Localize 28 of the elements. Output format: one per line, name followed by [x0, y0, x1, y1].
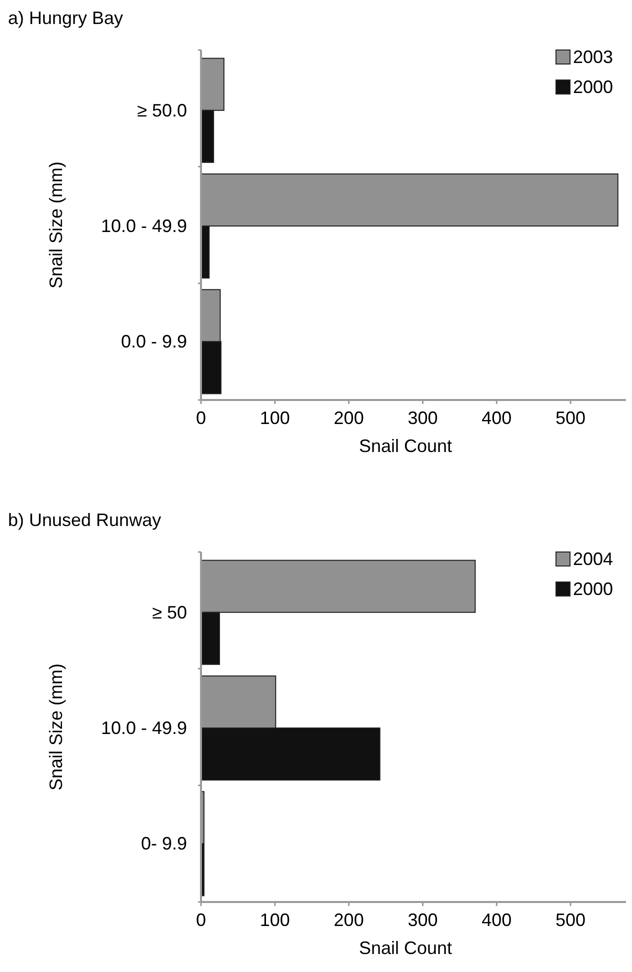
x-tick-label: 200: [334, 910, 364, 930]
y-axis-title: Snail Size (mm): [46, 161, 66, 289]
x-tick-label: 400: [482, 408, 512, 428]
y-tick-label: 10.0 - 49.9: [100, 718, 187, 738]
legend-label: 2000: [573, 579, 614, 599]
x-axis-title: Snail Count: [358, 436, 452, 456]
x-tick-label: 300: [408, 408, 438, 428]
x-tick-label: 500: [556, 408, 586, 428]
legend-label: 2004: [573, 549, 614, 569]
y-tick-label: 0- 9.9: [140, 834, 187, 854]
y-tick-label: ≥ 50.0: [137, 100, 187, 120]
x-axis-title: Snail Count: [358, 938, 452, 958]
x-tick-label: 300: [408, 910, 438, 930]
y-axis-title: Snail Size (mm): [46, 663, 66, 791]
x-tick-label: 500: [556, 910, 586, 930]
y-tick-label: 0.0 - 9.9: [120, 332, 187, 352]
y-tick-label: ≥ 50: [152, 602, 187, 622]
legend-label: 2000: [573, 77, 614, 97]
x-tick-label: 200: [334, 408, 364, 428]
x-tick-label: 100: [260, 910, 290, 930]
chart-title: a) Hungry Bay: [8, 8, 124, 28]
legend-label: 2003: [573, 47, 614, 67]
x-tick-label: 400: [482, 910, 512, 930]
y-tick-label: 10.0 - 49.9: [100, 216, 187, 236]
chart-title: b) Unused Runway: [8, 510, 162, 530]
x-tick-label: 0: [196, 408, 206, 428]
x-tick-label: 0: [196, 910, 206, 930]
x-tick-label: 100: [260, 408, 290, 428]
